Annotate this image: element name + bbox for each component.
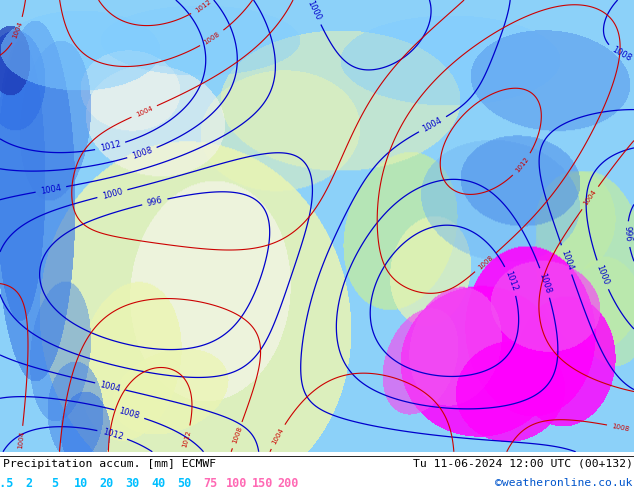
Text: 1008: 1008 <box>203 31 221 46</box>
Text: 30: 30 <box>126 477 139 490</box>
Text: 1004: 1004 <box>40 183 62 196</box>
Text: 1012: 1012 <box>194 0 212 14</box>
Text: 1004: 1004 <box>559 248 574 271</box>
Text: 1008: 1008 <box>477 254 495 270</box>
Text: 1000: 1000 <box>594 264 611 287</box>
Text: 1008: 1008 <box>118 407 141 421</box>
Text: 1004: 1004 <box>12 21 24 40</box>
Text: 1012: 1012 <box>503 270 519 293</box>
Text: 1012: 1012 <box>514 156 530 173</box>
Text: 1008: 1008 <box>131 145 153 161</box>
Text: 50: 50 <box>178 477 191 490</box>
Text: 200: 200 <box>278 477 299 490</box>
Text: Tu 11-06-2024 12:00 UTC (00+132): Tu 11-06-2024 12:00 UTC (00+132) <box>413 459 633 468</box>
Text: 40: 40 <box>152 477 165 490</box>
Text: 0.5: 0.5 <box>0 477 13 490</box>
Text: 10: 10 <box>74 477 87 490</box>
Text: ©weatheronline.co.uk: ©weatheronline.co.uk <box>495 478 632 488</box>
Text: 1004: 1004 <box>135 105 153 118</box>
Text: 1008: 1008 <box>611 423 630 432</box>
Text: 1004: 1004 <box>583 189 598 207</box>
Text: 2: 2 <box>25 477 32 490</box>
Text: 100: 100 <box>226 477 247 490</box>
Text: 1004: 1004 <box>421 115 444 133</box>
Text: 1008: 1008 <box>231 426 243 444</box>
Text: 1004: 1004 <box>99 380 122 393</box>
Text: 1008: 1008 <box>610 45 633 63</box>
Text: 996: 996 <box>623 226 633 243</box>
Text: Precipitation accum. [mm] ECMWF: Precipitation accum. [mm] ECMWF <box>3 459 216 468</box>
Text: 1000: 1000 <box>306 0 323 22</box>
Text: 996: 996 <box>146 196 164 208</box>
Text: 20: 20 <box>100 477 113 490</box>
Text: 75: 75 <box>204 477 217 490</box>
Text: 150: 150 <box>252 477 273 490</box>
Text: 1012: 1012 <box>101 427 124 441</box>
Text: 1000: 1000 <box>101 187 124 200</box>
Text: 1012: 1012 <box>181 430 192 448</box>
Text: 1004: 1004 <box>271 427 285 446</box>
Text: 1012: 1012 <box>99 140 122 153</box>
Text: 5: 5 <box>51 477 58 490</box>
Text: 1008: 1008 <box>538 271 552 294</box>
Text: 1004: 1004 <box>17 431 25 449</box>
